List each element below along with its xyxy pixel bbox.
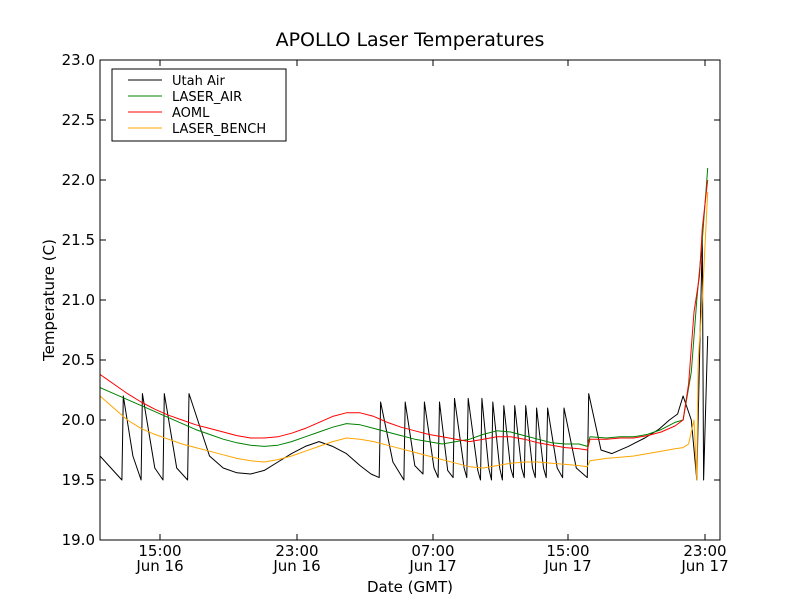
x-tick-label-date: Jun 17 (543, 557, 591, 575)
series-line-laser-bench (100, 191, 709, 481)
x-tick-label-date: Jun 17 (680, 557, 728, 575)
series-line-laser-air (100, 167, 709, 447)
y-tick-label: 19.0 (62, 531, 95, 549)
legend-label: AOML (172, 106, 210, 121)
x-tick-label-time: 23:00 (275, 542, 318, 560)
y-tick-label: 20.5 (62, 351, 95, 369)
y-tick-label: 21.0 (62, 291, 95, 309)
y-tick-label: 21.5 (62, 231, 95, 249)
y-tick-label: 20.0 (62, 411, 95, 429)
x-tick-label-date: Jun 16 (135, 557, 183, 575)
series-lines (100, 167, 709, 481)
y-axis-label: Temperature (C) (40, 239, 58, 362)
y-tick-label: 19.5 (62, 471, 95, 489)
chart-title: APOLLO Laser Temperatures (276, 29, 545, 51)
y-tick-label: 22.5 (62, 111, 95, 129)
x-tick-label-date: Jun 17 (408, 557, 456, 575)
x-tick-label-time: 15:00 (138, 542, 181, 560)
legend-box (111, 68, 287, 142)
x-tick-label-time: 15:00 (546, 542, 589, 560)
plot-frame (99, 59, 721, 541)
x-tick-label-time: 07:00 (411, 542, 454, 560)
legend-label: LASER_BENCH (172, 122, 266, 137)
y-tick-label: 23.0 (62, 51, 95, 69)
x-tick-label-time: 23:00 (683, 542, 726, 560)
series-line-aoml (100, 179, 709, 451)
x-tick-label-date: Jun 16 (272, 557, 320, 575)
series-line-utah-air (100, 239, 709, 481)
legend-label: LASER_AIR (172, 90, 242, 105)
y-tick-label: 22.0 (62, 171, 95, 189)
legend-label: Utah Air (172, 74, 225, 89)
y-axis-ticks: 19.0 19.5 20.0 20.5 21.0 21.5 22.0 22.5 23.0 (62, 51, 720, 549)
x-axis-label: Date (GMT) (367, 578, 453, 596)
